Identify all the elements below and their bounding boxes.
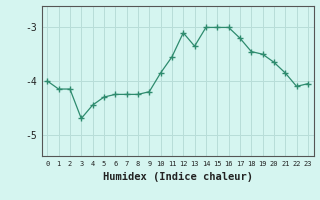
X-axis label: Humidex (Indice chaleur): Humidex (Indice chaleur) [103, 172, 252, 182]
